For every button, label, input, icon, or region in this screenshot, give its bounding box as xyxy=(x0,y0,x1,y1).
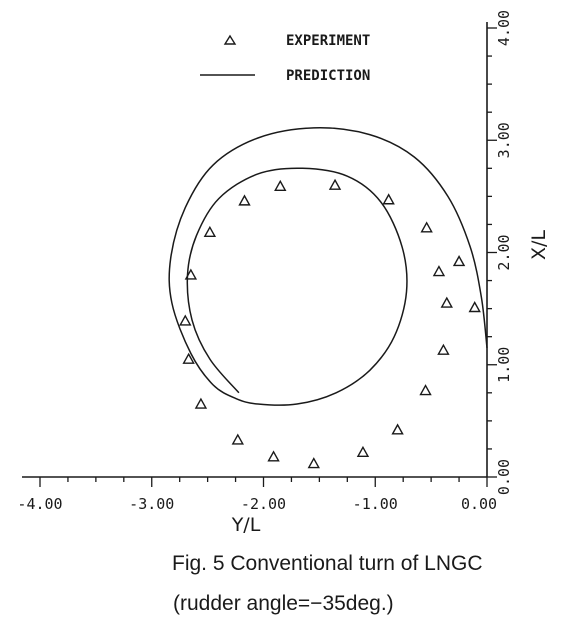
x-tick-label: -2.00 xyxy=(241,495,286,513)
experiment-point xyxy=(203,225,217,237)
experiment-point xyxy=(440,296,453,308)
y-tick-label: 3.00 xyxy=(495,122,513,158)
legend-label-prediction: PREDICTION xyxy=(286,68,370,84)
experiment-point xyxy=(267,450,280,462)
experiment-point xyxy=(182,352,195,364)
experiment-point xyxy=(452,255,466,267)
x-tick-label: 0.00 xyxy=(461,495,497,513)
legend-triangle-marker xyxy=(223,34,237,45)
figure-caption-subtitle: (rudder angle=−35deg.) xyxy=(173,592,394,615)
x-axis-label: Y/L xyxy=(231,514,261,536)
experiment-point xyxy=(382,193,395,205)
legend: EXPERIMENT PREDICTION xyxy=(200,33,370,84)
experiment-point xyxy=(179,314,192,326)
y-tick-label: 4.00 xyxy=(495,10,513,46)
prediction-line xyxy=(168,127,488,406)
experiment-point xyxy=(231,433,244,445)
series-layer xyxy=(168,127,488,469)
trajectory-plot: -4.00 -3.00 -2.00 -1.00 0.00 0.00 1.00 2.00 3.0… xyxy=(17,10,550,536)
y-tick-label: 1.00 xyxy=(495,347,513,383)
y-ticks: 0.00 1.00 2.00 3.00 4.00 xyxy=(487,10,513,495)
x-tick-label: -1.00 xyxy=(353,495,398,513)
axes: -4.00 -3.00 -2.00 -1.00 0.00 0.00 1.00 2.00 3.0… xyxy=(17,10,513,513)
x-ticks: -4.00 -3.00 -2.00 -1.00 0.00 xyxy=(17,477,497,513)
y-axis-label: X/L xyxy=(528,230,550,260)
experiment-point xyxy=(184,268,198,280)
experiment-point xyxy=(432,265,446,277)
experiment-point xyxy=(356,445,370,458)
experiment-point xyxy=(420,221,433,233)
experiment-point xyxy=(328,178,342,190)
x-tick-label: -3.00 xyxy=(129,495,174,513)
experiment-point xyxy=(238,194,251,206)
experiment-point xyxy=(274,179,287,191)
experiment-point xyxy=(307,457,320,469)
figure-caption: Fig. 5 Conventional turn of LNGC xyxy=(172,552,483,575)
experiment-point xyxy=(468,301,481,313)
y-tick-label: 2.00 xyxy=(495,234,513,270)
experiment-point xyxy=(419,384,432,396)
experiment-point xyxy=(391,423,404,435)
legend-label-experiment: EXPERIMENT xyxy=(286,33,370,49)
experiment-point xyxy=(437,343,450,355)
y-tick-label: 0.00 xyxy=(495,459,513,495)
x-tick-label: -4.00 xyxy=(17,495,62,513)
experiment-point xyxy=(194,397,208,409)
